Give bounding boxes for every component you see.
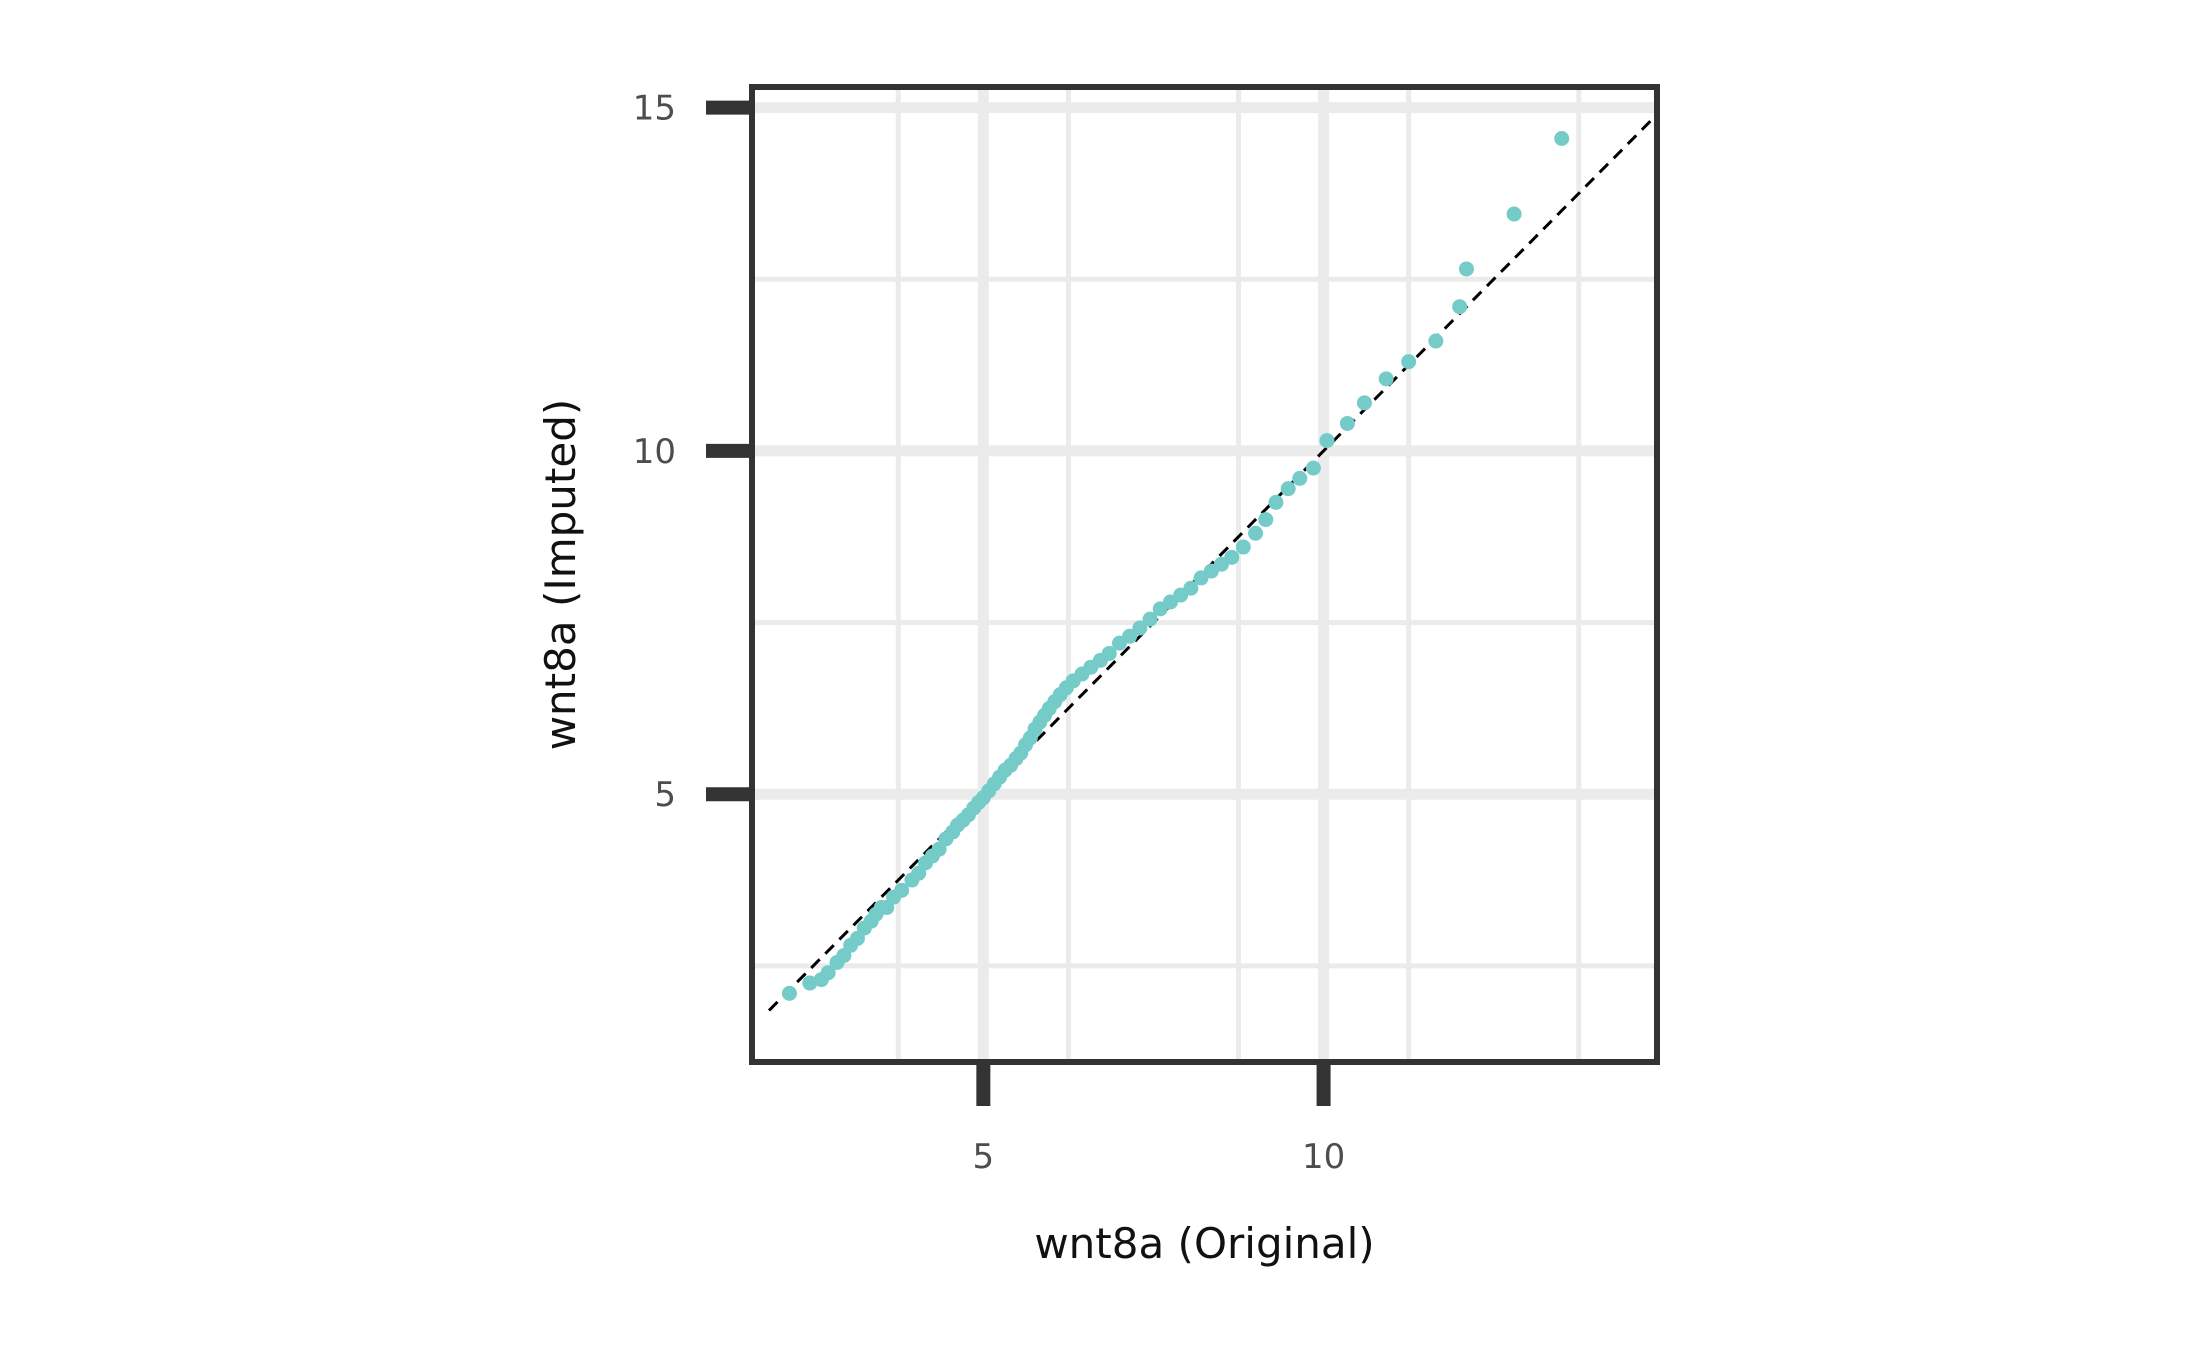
- grid-lines: [752, 87, 1657, 1062]
- y-tick-label: 15: [633, 89, 676, 129]
- reference-line: [767, 113, 1659, 1012]
- data-point: [1132, 620, 1148, 636]
- reference-line-layer: [767, 113, 1659, 1012]
- data-point: [1235, 539, 1251, 555]
- data-point: [1452, 299, 1468, 315]
- data-point: [1319, 433, 1335, 449]
- data-point: [1401, 354, 1417, 370]
- data-points: [781, 130, 1570, 1001]
- data-point: [781, 985, 797, 1001]
- data-point: [1458, 261, 1474, 277]
- data-point: [1292, 470, 1308, 486]
- data-point: [1224, 549, 1240, 565]
- x-tick-label: 5: [973, 1137, 995, 1177]
- x-axis-title: wnt8a (Original): [1034, 1219, 1374, 1268]
- y-tick-label: 10: [633, 432, 676, 472]
- panel-border: [749, 84, 1660, 1065]
- data-point: [1305, 460, 1321, 476]
- data-point: [1258, 512, 1274, 528]
- data-point: [1268, 494, 1284, 510]
- data-point: [1378, 371, 1394, 387]
- data-point: [1506, 206, 1522, 222]
- y-axis-title: wnt8a (Imputed): [536, 399, 585, 751]
- data-point: [1248, 525, 1264, 541]
- data-point: [802, 975, 818, 991]
- data-point: [1101, 645, 1117, 661]
- axis-ticks: 5 10 5 10 15: [633, 89, 1345, 1177]
- data-point: [1554, 130, 1570, 146]
- x-tick-label: 10: [1302, 1137, 1345, 1177]
- data-point: [1339, 415, 1355, 431]
- data-point: [1183, 580, 1199, 596]
- data-point: [894, 882, 910, 898]
- data-point: [1428, 333, 1444, 349]
- data-point: [1280, 481, 1296, 497]
- data-point: [820, 965, 836, 981]
- data-point: [1142, 611, 1158, 627]
- y-tick-label: 5: [654, 775, 676, 815]
- data-point: [1122, 628, 1138, 644]
- data-point: [1356, 395, 1372, 411]
